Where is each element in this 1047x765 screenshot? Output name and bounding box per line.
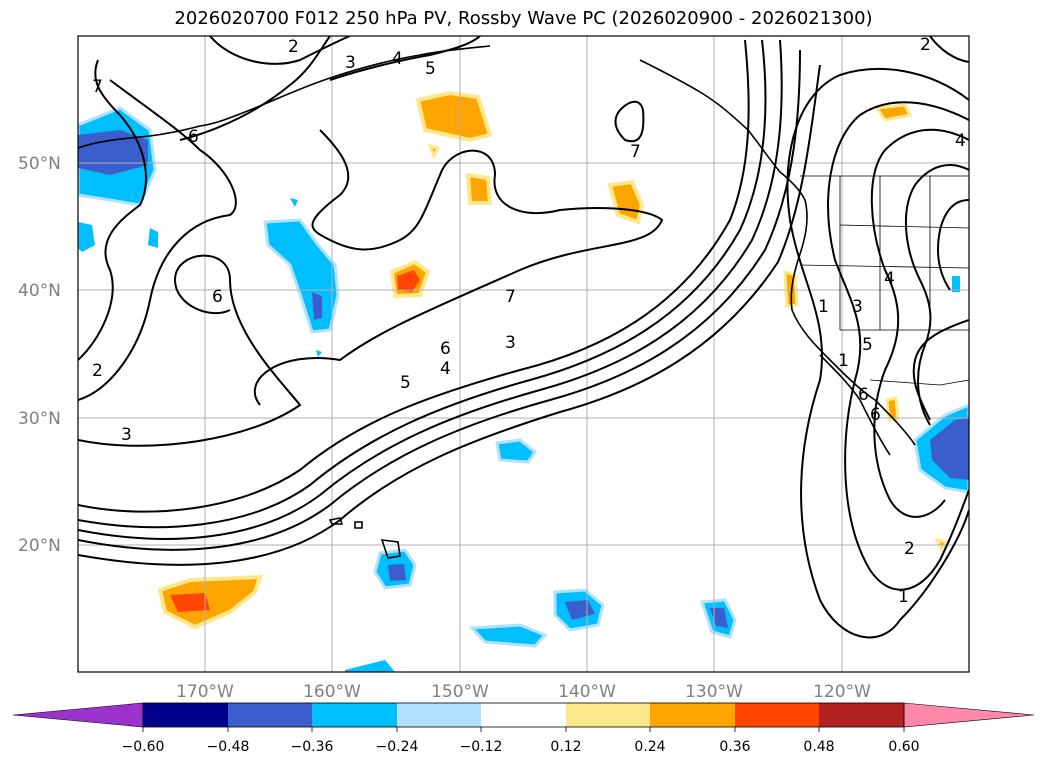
- anomaly-pos-n3: [465, 172, 493, 205]
- lon-label-150w: 150°W: [431, 682, 489, 702]
- contour-label: 5: [400, 373, 411, 393]
- contour-label: 3: [345, 53, 356, 73]
- anomaly-pos-ne: [874, 103, 913, 122]
- pv-contours: [78, 36, 969, 639]
- anomaly-neg-nw-core: [78, 130, 148, 175]
- political-borders: [799, 175, 969, 386]
- map-title: 2026020700 F012 250 hPa PV, Rossby Wave …: [174, 8, 873, 29]
- lon-label-120w: 120°W: [813, 682, 871, 702]
- anomaly-neg-nw3: [148, 228, 158, 248]
- contour-label: 6: [212, 287, 223, 307]
- contour-label: 4: [440, 359, 451, 379]
- colorbar-tick-label: 0.24: [634, 739, 665, 755]
- colorbar-tick-label: 0.60: [888, 739, 919, 755]
- lon-label-160w: 160°W: [303, 682, 361, 702]
- latitude-labels: 50°N 40°N 30°N 20°N: [18, 154, 61, 556]
- lat-label-50n: 50°N: [18, 154, 61, 174]
- anomaly-neg-bottom: [345, 660, 395, 672]
- anomaly-pos-n4: [607, 179, 645, 225]
- contour-label: 3: [505, 333, 516, 353]
- contour-label: 5: [862, 335, 873, 355]
- anomaly-pos-n1: [415, 90, 493, 143]
- lon-label-170w: 170°W: [176, 682, 234, 702]
- lat-label-40n: 40°N: [18, 281, 61, 301]
- contour-label: 6: [870, 405, 881, 425]
- anomaly-neg-small1: [290, 198, 298, 207]
- anomaly-neg-e3: [468, 623, 548, 648]
- contour-label: 6: [858, 385, 869, 405]
- anomaly-pos-sw-core: [170, 593, 210, 612]
- anomaly-pos-c1-core: [397, 270, 420, 292]
- anomaly-neg-nw2: [78, 222, 95, 252]
- contour-label: 2: [92, 361, 103, 381]
- contour-label: 4: [884, 269, 895, 289]
- contour-label: 3: [852, 297, 863, 317]
- map-frame: [77, 35, 970, 673]
- contour-label: 7: [505, 287, 516, 307]
- anomaly-pos-n2: [427, 143, 441, 160]
- contour-label-group: 2 3 4 5 2 7 6 6 7 2 3 7 6 5 4 3 1 3 4 5 …: [92, 35, 966, 607]
- anomaly-neg-hawaii-core: [388, 564, 406, 581]
- anomaly-neg-small3: [952, 276, 960, 292]
- contour-label: 6: [188, 127, 199, 147]
- anomaly-shading: [78, 90, 969, 672]
- anomaly-neg-small2: [316, 350, 322, 357]
- colorbar-tick-label: −0.12: [460, 739, 503, 755]
- colorbar-tick-label: 0.12: [550, 739, 581, 755]
- colorbar-bin: [143, 703, 228, 727]
- colorbar-bin: [819, 703, 904, 727]
- contour-label: 2: [904, 539, 915, 559]
- contour-label: 6: [440, 339, 451, 359]
- colorbar-tick-label: −0.36: [291, 739, 334, 755]
- coastlines: [78, 45, 916, 559]
- colorbar-tick-label: −0.60: [122, 739, 165, 755]
- contour-label: 5: [425, 59, 436, 79]
- contour-label: 3: [121, 425, 132, 445]
- colorbar-bin: [650, 703, 735, 727]
- anomaly-pos-coast: [783, 269, 799, 308]
- contour-label: 1: [898, 587, 909, 607]
- map-area: [78, 36, 969, 672]
- colorbar-tick-label: −0.48: [207, 739, 250, 755]
- lat-label-20n: 20°N: [18, 536, 61, 556]
- colorbar-tick-label: −0.24: [376, 739, 419, 755]
- longitude-labels: 170°W 160°W 150°W 140°W 130°W 120°W: [176, 682, 871, 702]
- contour-label: 7: [92, 77, 103, 97]
- contour-label: 1: [838, 351, 849, 371]
- gridlines: [78, 36, 969, 672]
- colorbar-extend-high: [903, 702, 1035, 728]
- anomaly-pos-sw: [157, 574, 263, 630]
- contour-label: 4: [392, 49, 403, 69]
- colorbar-tick-label: 0.48: [803, 739, 834, 755]
- anomaly-neg-center-core: [312, 292, 322, 320]
- colorbar-tick-label: 0.36: [719, 739, 750, 755]
- anomaly-pos-baja: [885, 396, 900, 422]
- contour-label: 1: [818, 297, 829, 317]
- colorbar-bin: [566, 703, 650, 727]
- contour-label: 4: [955, 131, 966, 151]
- anomaly-neg-e1: [495, 438, 538, 464]
- colorbar: −0.60 −0.48 −0.36 −0.24 −0.12 0.12 0.24 …: [12, 702, 1035, 755]
- contour-label: 2: [920, 35, 931, 55]
- colorbar-bin: [228, 703, 312, 727]
- contour-label: 7: [630, 142, 641, 162]
- colorbar-bin: [312, 703, 397, 727]
- lat-label-30n: 30°N: [18, 409, 61, 429]
- lon-label-130w: 130°W: [685, 682, 743, 702]
- colorbar-frame: [142, 702, 905, 728]
- colorbar-bin: [397, 703, 481, 727]
- colorbar-bin: [735, 703, 819, 727]
- anomaly-neg-mexico-core: [930, 418, 969, 480]
- contour-label: 2: [288, 37, 299, 57]
- colorbar-extend-low: [12, 702, 144, 728]
- colorbar-bin: [481, 703, 566, 727]
- lon-label-140w: 140°W: [558, 682, 616, 702]
